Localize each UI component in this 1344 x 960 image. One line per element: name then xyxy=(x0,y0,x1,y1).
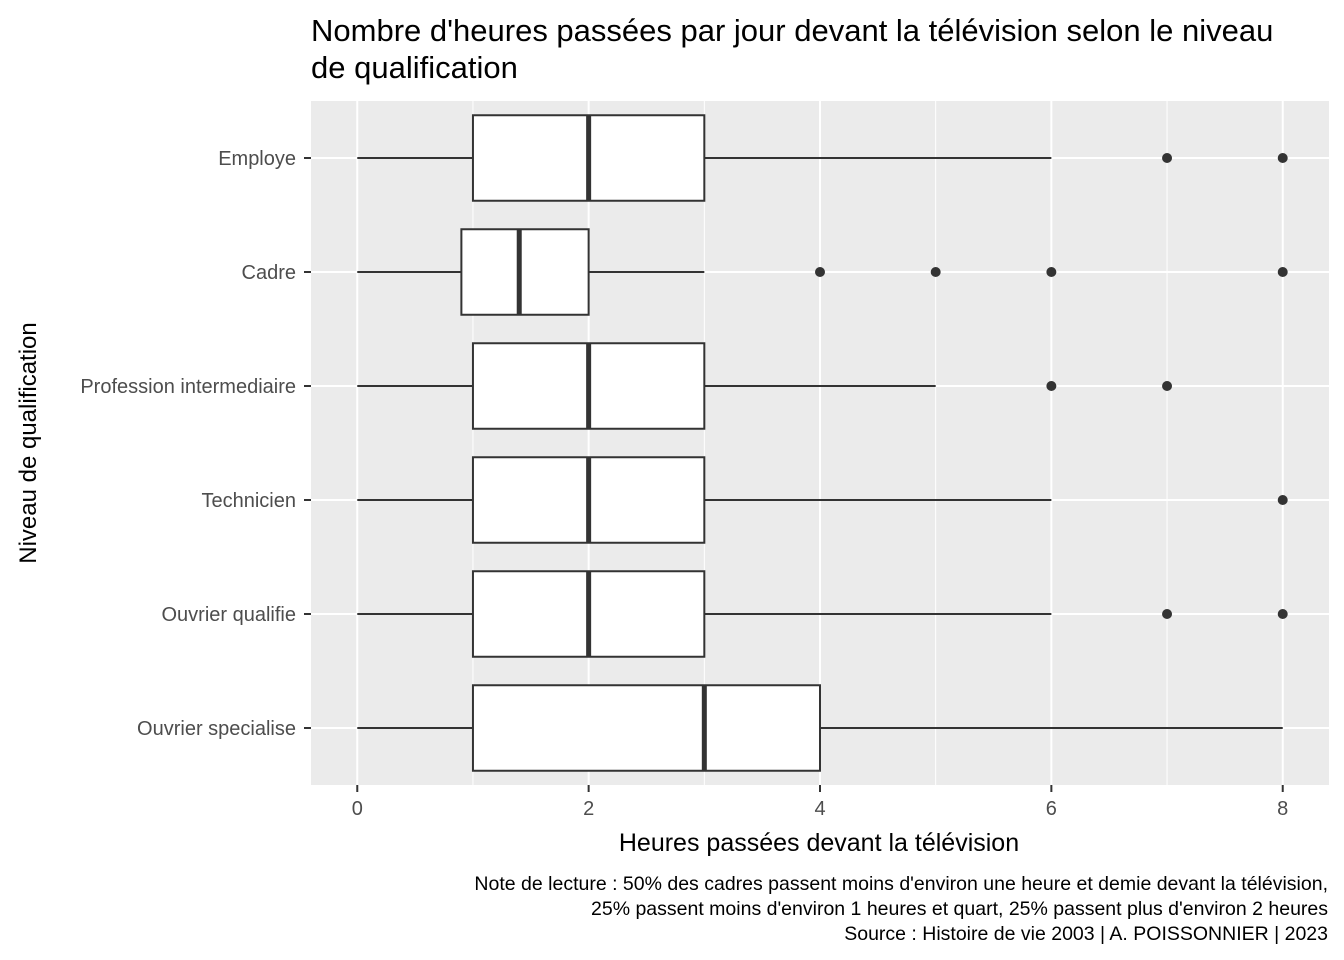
x-tick-label: 4 xyxy=(814,798,825,820)
outlier-point xyxy=(1162,381,1173,391)
x-tick-label: 2 xyxy=(583,798,594,820)
boxes-layer xyxy=(357,114,1288,772)
y-tick-label: Technicien xyxy=(201,490,296,512)
box-employe xyxy=(357,114,1288,202)
box-profession-intermediaire xyxy=(357,342,1173,430)
box-technicien xyxy=(357,456,1288,544)
y-axis-title: Niveau de qualification xyxy=(15,322,42,564)
box-ouvrier-qualifie xyxy=(357,570,1288,658)
outlier-point xyxy=(930,267,941,277)
outlier-point xyxy=(815,267,825,277)
x-tick-label: 8 xyxy=(1277,798,1288,820)
x-tick-label: 0 xyxy=(352,798,363,820)
outlier-point xyxy=(1277,267,1288,277)
outlier-point xyxy=(1046,381,1057,391)
chart-title-line-2: de qualification xyxy=(311,50,518,85)
iqr-box xyxy=(471,684,821,772)
outlier-point xyxy=(1277,153,1288,163)
y-tick-label: Cadre xyxy=(242,262,296,284)
y-tick-label: Ouvrier qualifie xyxy=(161,604,296,626)
caption-source: Source : Histoire de vie 2003 | A. POISS… xyxy=(844,923,1328,945)
iqr-box xyxy=(460,228,590,316)
y-tick-label: Ouvrier specialise xyxy=(137,718,296,740)
outlier-point xyxy=(1162,153,1173,163)
x-tick-label: 6 xyxy=(1046,798,1057,820)
caption-note-line-2: 25% passent moins d'environ 1 heures et … xyxy=(591,898,1328,920)
box-cadre xyxy=(357,228,1288,316)
axes-layer: 0 2 4 6 8 Employe Cadre Profession intermediair… xyxy=(80,148,1288,820)
y-tick-label: Profession intermediaire xyxy=(80,376,296,398)
outlier-point xyxy=(1046,267,1057,277)
chart-title-line-1: Nombre d'heures passées par jour devant … xyxy=(311,13,1273,48)
outlier-point xyxy=(1277,609,1288,619)
outlier-point xyxy=(1277,495,1288,505)
y-tick-label: Employe xyxy=(218,148,296,170)
x-axis-title: Heures passées devant la télévision xyxy=(619,829,1019,857)
box-ouvrier-specialise xyxy=(357,684,1283,772)
caption-note-line-1: Note de lecture : 50% des cadres passent… xyxy=(474,873,1328,895)
outlier-point xyxy=(1162,609,1173,619)
